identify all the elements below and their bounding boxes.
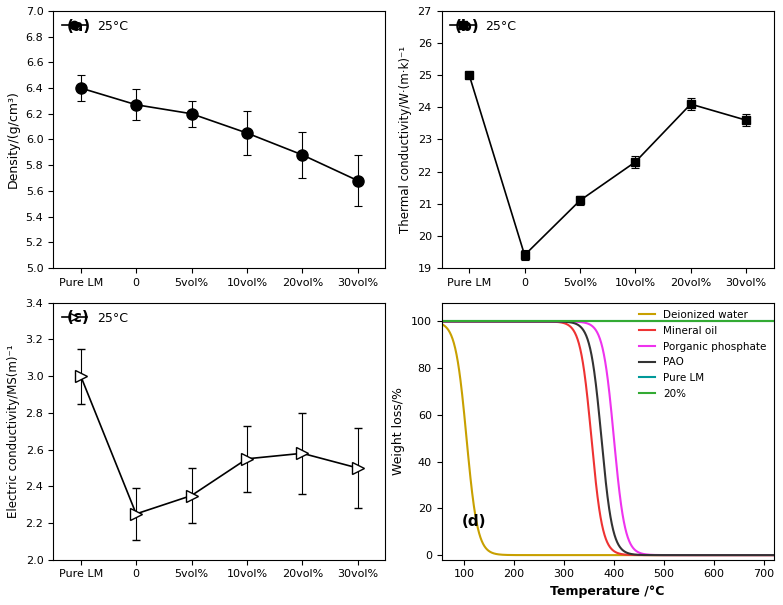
Pure LM [769, 318, 778, 325]
Line: Porganic phosphate: Porganic phosphate [442, 321, 774, 555]
PAO [471, 318, 480, 325]
Y-axis label: Density/(g/cm³): Density/(g/cm³) [7, 91, 20, 188]
Porganic phosphate [696, 552, 705, 559]
Pure LM [696, 318, 705, 325]
Deionized water [471, 512, 480, 520]
Porganic phosphate [583, 320, 593, 327]
Porganic phosphate [572, 318, 581, 325]
20% [665, 318, 674, 325]
Mineral oil [437, 318, 446, 325]
Porganic phosphate [702, 552, 711, 559]
Text: (d): (d) [461, 514, 486, 529]
Text: (c): (c) [67, 310, 89, 325]
Pure LM [572, 318, 581, 325]
X-axis label: Temperature /°C: Temperature /°C [550, 585, 665, 598]
Mineral oil [665, 552, 674, 559]
20% [769, 318, 778, 325]
Deionized water [665, 552, 674, 559]
Y-axis label: Thermal conductivity/W·(m·k)⁻¹: Thermal conductivity/W·(m·k)⁻¹ [399, 46, 412, 233]
Line: PAO: PAO [442, 321, 774, 555]
20% [696, 318, 705, 325]
PAO [583, 336, 593, 344]
Mineral oil [696, 552, 705, 559]
PAO [769, 552, 778, 559]
Y-axis label: Weight loss/%: Weight loss/% [392, 387, 406, 476]
PAO [437, 318, 446, 325]
Porganic phosphate [471, 318, 480, 325]
Deionized water [702, 552, 711, 559]
Deionized water [572, 552, 581, 559]
Porganic phosphate [769, 552, 778, 559]
Pure LM [702, 318, 711, 325]
PAO [572, 320, 581, 327]
PAO [696, 552, 705, 559]
Mineral oil [572, 332, 581, 339]
Y-axis label: Electric conductivity/MS(m)⁻¹: Electric conductivity/MS(m)⁻¹ [7, 344, 20, 518]
Porganic phosphate [665, 552, 674, 559]
Legend: 25°C: 25°C [446, 15, 521, 38]
Porganic phosphate [437, 318, 446, 325]
Pure LM [665, 318, 674, 325]
Pure LM [471, 318, 480, 325]
Line: Deionized water: Deionized water [442, 324, 774, 555]
PAO [665, 552, 674, 559]
20% [437, 318, 446, 325]
Deionized water [583, 552, 593, 559]
Mineral oil [769, 552, 778, 559]
Pure LM [437, 318, 446, 325]
Text: (b): (b) [455, 19, 479, 34]
Deionized water [769, 552, 778, 559]
Legend: Deionized water, Mineral oil, Porganic phosphate, PAO, Pure LM, 20%: Deionized water, Mineral oil, Porganic p… [635, 306, 770, 403]
20% [572, 318, 581, 325]
20% [583, 318, 593, 325]
Legend: 25°C: 25°C [57, 15, 133, 38]
20% [471, 318, 480, 325]
Pure LM [583, 318, 593, 325]
Line: Mineral oil: Mineral oil [442, 321, 774, 555]
Text: (a): (a) [67, 19, 91, 34]
Deionized water [696, 552, 705, 559]
Deionized water [437, 321, 446, 328]
Legend: 25°C: 25°C [57, 307, 133, 330]
20% [702, 318, 711, 325]
Mineral oil [583, 399, 593, 406]
Mineral oil [471, 318, 480, 325]
PAO [702, 552, 711, 559]
Mineral oil [702, 552, 711, 559]
